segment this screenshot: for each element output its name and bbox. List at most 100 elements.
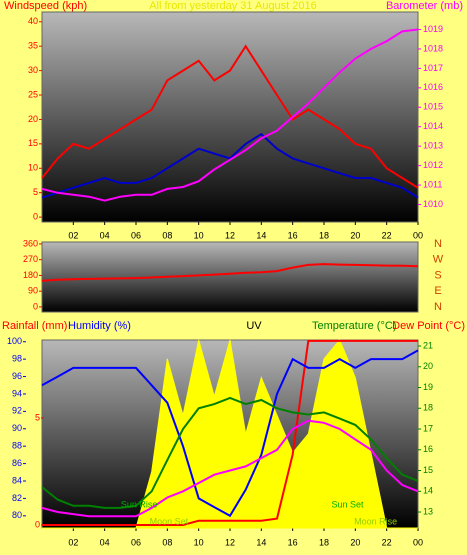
y2-tick-label: 1011 xyxy=(423,179,442,189)
y2-tick-label: 1015 xyxy=(423,102,443,112)
y2-tick-label: 1017 xyxy=(423,63,443,73)
y2-tick-label: 19 xyxy=(423,382,433,392)
area xyxy=(42,339,418,529)
y-tick-label: 88 xyxy=(12,441,22,451)
y-axis-label: Windspeed (kph) xyxy=(4,0,87,12)
x-tick-label: 12 xyxy=(225,537,235,547)
x-tick-label: 04 xyxy=(100,537,110,547)
annotation: Sun Set xyxy=(331,499,364,509)
y-tick-label: 360 xyxy=(23,238,38,248)
y2-tick-label: 1012 xyxy=(423,160,443,170)
line xyxy=(41,28,419,202)
y-tick-label: 10 xyxy=(28,163,38,173)
x-tick-label: 02 xyxy=(68,230,78,240)
y2-tick-label: 1013 xyxy=(423,141,443,151)
x-tick-label: 00 xyxy=(413,537,423,547)
y2-tick-label: 1010 xyxy=(423,199,443,209)
y2-tick-label: 1018 xyxy=(423,43,443,53)
y2-tick-label: N xyxy=(434,301,442,313)
line xyxy=(41,132,419,199)
annotation: Moon Set xyxy=(150,516,189,526)
line xyxy=(41,263,419,282)
y-tick-label: 90 xyxy=(28,286,38,296)
rain-axis-label: Rainfall (mm) xyxy=(2,320,67,332)
chart-title: All from yesterday 31 August 2016 xyxy=(149,0,317,12)
line xyxy=(41,396,419,509)
y2-tick-label: 1019 xyxy=(423,24,443,34)
plot-background xyxy=(41,11,419,223)
y2-tick-label: 17 xyxy=(423,423,433,433)
y-tick-label: 98 xyxy=(12,354,22,364)
x-tick-label: 14 xyxy=(256,537,266,547)
y-tick-label: 86 xyxy=(12,458,22,468)
x-tick-label: 16 xyxy=(288,230,298,240)
line xyxy=(41,349,419,518)
x-tick-label: 10 xyxy=(194,537,204,547)
x-tick-label: 08 xyxy=(162,230,172,240)
x-tick-label: 22 xyxy=(382,230,392,240)
y-tick-label: 20 xyxy=(28,114,38,124)
x-tick-label: 08 xyxy=(162,537,172,547)
y-tick-label: 180 xyxy=(23,270,38,280)
y-tick-label: 40 xyxy=(28,16,38,26)
y-tick-label: 35 xyxy=(28,41,38,51)
y2-tick-label: 18 xyxy=(423,403,433,413)
y2-tick-label: 14 xyxy=(423,486,433,496)
uv-label: UV xyxy=(246,320,262,332)
x-tick-label: 02 xyxy=(68,537,78,547)
x-tick-label: 06 xyxy=(131,537,141,547)
y-tick-label: 15 xyxy=(28,138,38,148)
x-tick-label: 18 xyxy=(319,230,329,240)
humidity-axis-label: Humidity (%) xyxy=(68,320,131,332)
y2-tick-label: S xyxy=(434,269,441,281)
y-tick-label: 92 xyxy=(12,406,22,416)
x-tick-label: 20 xyxy=(350,537,360,547)
y2-tick-label: E xyxy=(434,285,441,297)
y2-tick-label: 15 xyxy=(423,465,433,475)
x-tick-label: 22 xyxy=(382,537,392,547)
y2-tick-label: 16 xyxy=(423,444,433,454)
temperature-axis-label: Temperature (°C) xyxy=(312,320,396,332)
y2-tick-label: 13 xyxy=(423,506,433,516)
line xyxy=(42,339,418,526)
dewpoint-label: Dew Point (°C) xyxy=(392,320,465,332)
x-tick-label: 16 xyxy=(288,537,298,547)
y-tick-label: 82 xyxy=(12,493,22,503)
annotation: Sun Rise xyxy=(121,499,158,509)
y-tick-label: 94 xyxy=(12,388,22,398)
line xyxy=(41,419,419,518)
y2-tick-label: 21 xyxy=(423,340,433,350)
y3-tick-label: 5 xyxy=(35,412,40,422)
y2-tick-label: N xyxy=(434,238,442,250)
y-tick-label: 25 xyxy=(28,89,38,99)
x-tick-label: 18 xyxy=(319,537,329,547)
y-tick-label: 80 xyxy=(12,510,22,520)
y2-tick-label: W xyxy=(433,254,444,266)
y-tick-label: 270 xyxy=(23,254,38,264)
y2-tick-label: 1016 xyxy=(423,82,443,92)
y2-tick-label: 1014 xyxy=(423,121,443,131)
annotation: Moon Rise xyxy=(354,516,397,526)
y-tick-label: 96 xyxy=(12,371,22,381)
y-tick-label: 90 xyxy=(12,423,22,433)
y3-tick-label: 0 xyxy=(35,519,40,529)
y-tick-label: 30 xyxy=(28,65,38,75)
y-tick-label: 100 xyxy=(7,336,22,346)
x-tick-label: 04 xyxy=(100,230,110,240)
y2-axis-label: Barometer (mb) xyxy=(386,0,463,12)
y-tick-label: 0 xyxy=(33,301,38,311)
x-tick-label: 06 xyxy=(131,230,141,240)
y2-tick-label: 20 xyxy=(423,361,433,371)
line xyxy=(41,44,419,189)
y-tick-label: 0 xyxy=(33,211,38,221)
plot-background xyxy=(41,241,419,313)
x-tick-label: 10 xyxy=(194,230,204,240)
x-tick-label: 00 xyxy=(413,230,423,240)
y-tick-label: 84 xyxy=(12,475,22,485)
x-tick-label: 20 xyxy=(350,230,360,240)
y-tick-label: 5 xyxy=(33,187,38,197)
x-tick-label: 12 xyxy=(225,230,235,240)
x-tick-label: 14 xyxy=(256,230,266,240)
